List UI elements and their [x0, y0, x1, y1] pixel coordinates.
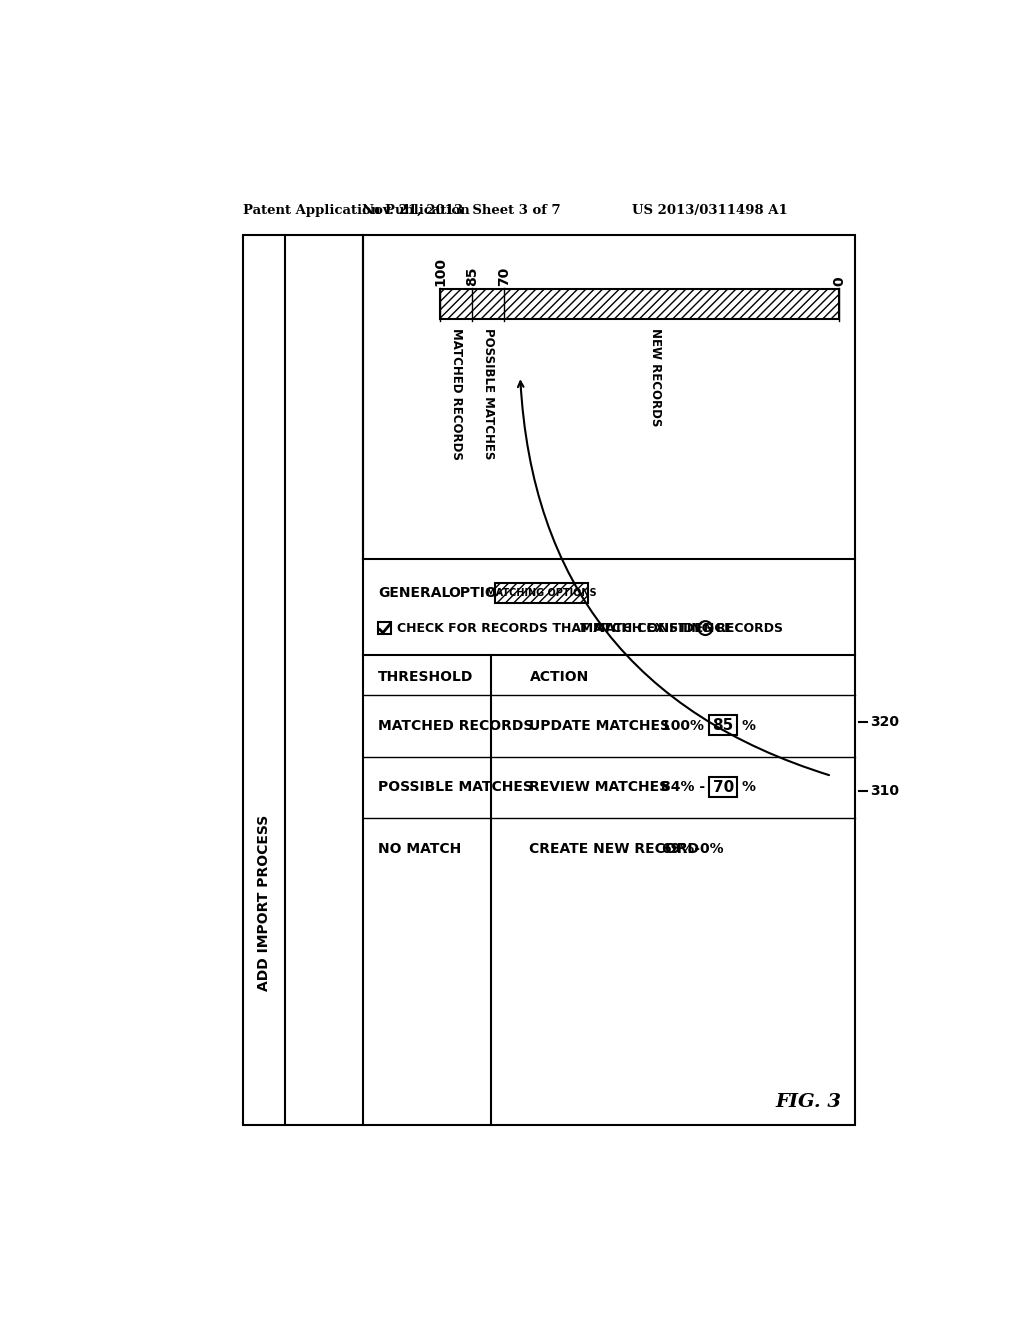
Bar: [243, 235, 855, 1125]
Text: 84% -: 84% -: [662, 780, 706, 795]
Text: MATCHED RECORDS: MATCHED RECORDS: [450, 327, 463, 459]
Text: i: i: [703, 623, 707, 634]
Text: 85: 85: [465, 267, 479, 286]
Text: MATCHING OPTIONS: MATCHING OPTIONS: [485, 587, 596, 598]
Text: NO MATCH: NO MATCH: [378, 842, 462, 857]
Text: %: %: [741, 719, 755, 733]
Bar: [440, 289, 840, 318]
Text: POSSIBLE MATCHES: POSSIBLE MATCHES: [481, 327, 495, 459]
Text: ACTION: ACTION: [529, 669, 589, 684]
Text: %: %: [741, 780, 755, 795]
Text: 100% -: 100% -: [662, 719, 715, 733]
Text: Patent Application Publication: Patent Application Publication: [243, 205, 469, 218]
Text: 70: 70: [713, 780, 734, 795]
Text: 0: 0: [833, 277, 847, 286]
Bar: [710, 715, 737, 735]
Text: NEW RECORDS: NEW RECORDS: [648, 327, 662, 426]
Text: 310: 310: [870, 784, 899, 799]
Text: OPTIONS: OPTIONS: [449, 586, 518, 601]
Text: 70: 70: [498, 267, 511, 286]
Text: 85: 85: [713, 718, 734, 734]
Text: US 2013/0311498 A1: US 2013/0311498 A1: [632, 205, 787, 218]
Text: 69%-0%: 69%-0%: [662, 842, 724, 857]
Text: CREATE NEW RECORD: CREATE NEW RECORD: [529, 842, 699, 857]
Text: ADD IMPORT PROCESS: ADD IMPORT PROCESS: [257, 814, 271, 990]
Text: FIG. 3: FIG. 3: [775, 1093, 842, 1110]
Text: UPDATE MATCHES: UPDATE MATCHES: [529, 719, 671, 733]
Text: Nov. 21, 2013  Sheet 3 of 7: Nov. 21, 2013 Sheet 3 of 7: [361, 205, 560, 218]
Text: MATCHED RECORDS: MATCHED RECORDS: [378, 719, 534, 733]
Text: MATCH CONFIDENCE: MATCH CONFIDENCE: [580, 622, 733, 635]
Text: 320: 320: [870, 715, 899, 729]
Bar: [495, 582, 588, 603]
Bar: [378, 622, 391, 635]
Text: GENERAL: GENERAL: [378, 586, 451, 601]
Text: REVIEW MATCHES: REVIEW MATCHES: [529, 780, 670, 795]
Bar: [710, 776, 737, 797]
Text: CHECK FOR RECORDS THAT MATCH EXISTING RECORDS: CHECK FOR RECORDS THAT MATCH EXISTING RE…: [397, 622, 783, 635]
Text: 100: 100: [433, 257, 447, 286]
Text: THRESHOLD: THRESHOLD: [378, 669, 474, 684]
Text: POSSIBLE MATCHES: POSSIBLE MATCHES: [378, 780, 534, 795]
